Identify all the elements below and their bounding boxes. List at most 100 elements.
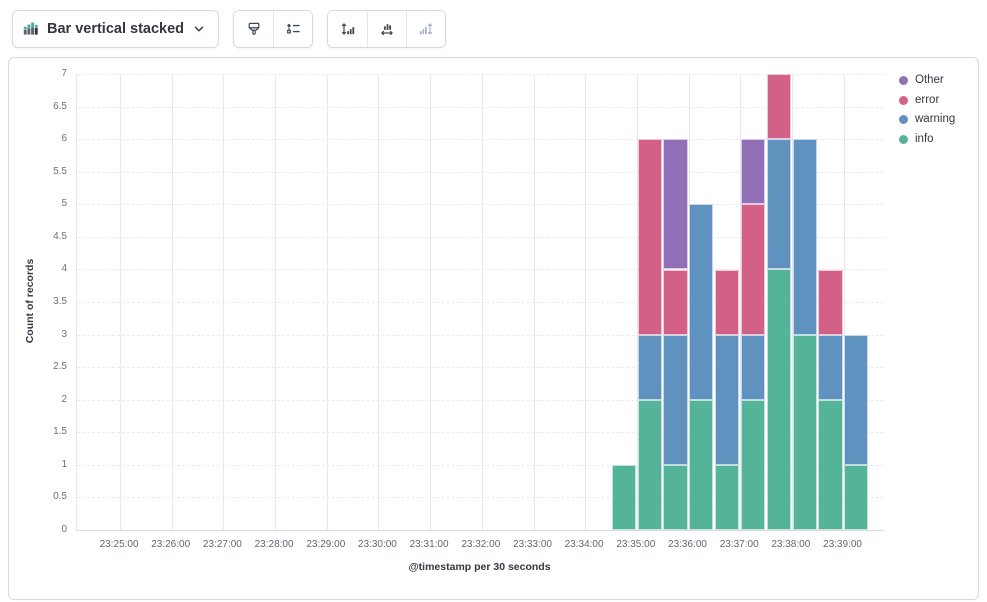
x-tick-label: 23:38:00 [771, 539, 811, 550]
bar-segment-warning[interactable] [715, 334, 740, 465]
horizontal-gridline [77, 204, 884, 206]
y-tick-label: 0 [61, 524, 67, 535]
toolbar: Bar vertical stacked [12, 10, 447, 48]
legend-icon [287, 23, 300, 34]
bar-segment-warning[interactable] [740, 334, 766, 400]
y-tick-label: 0.5 [53, 491, 67, 503]
right-axis-button[interactable] [406, 11, 446, 47]
bar-segment-warning[interactable] [818, 334, 843, 400]
legend: Other error warning info [899, 74, 955, 146]
brush-icon [248, 22, 259, 35]
visual-options-button[interactable] [234, 11, 274, 47]
legend-item-label: error [915, 93, 940, 106]
bar-segment-Other[interactable] [663, 139, 688, 270]
x-tick-label: 23:29:00 [306, 539, 346, 550]
chart-type-label: Bar vertical stacked [47, 21, 185, 37]
horizontal-gridline [77, 334, 884, 336]
horizontal-gridline [77, 432, 884, 434]
bar-segment-error[interactable] [818, 269, 843, 335]
horizontal-gridline [77, 139, 884, 141]
left-axis-button[interactable] [328, 11, 368, 47]
horizontal-gridline [77, 399, 884, 401]
bar-segment-error[interactable] [663, 269, 688, 335]
x-tick-label: 23:31:00 [409, 539, 449, 550]
y-tick-label: 6 [61, 133, 67, 145]
chart-type-selector[interactable]: Bar vertical stacked [12, 10, 220, 48]
y-tick-label: 4 [61, 263, 67, 275]
bar-segment-warning[interactable] [689, 204, 714, 400]
horizontal-gridline [77, 497, 884, 499]
bar-segment-info[interactable] [792, 334, 817, 530]
y-tick-label: 3.5 [53, 296, 67, 307]
x-tick-label: 23:32:00 [461, 539, 501, 550]
y-tick-label: 2 [61, 393, 67, 405]
chart-panel: 0 0.5 1 1.5 2 2.5 3 3.5 4 4.5 5 5.5 6 6.5 7 23:25:00 23… [8, 57, 979, 600]
y-tick-label: 1.5 [53, 426, 67, 438]
y-tick-label: 3 [61, 328, 67, 340]
y-tick-label: 5.5 [53, 165, 67, 177]
bar-segment-info[interactable] [844, 464, 869, 530]
bar-segment-error[interactable] [715, 269, 740, 335]
bar-vertical-stacked-icon [23, 22, 38, 35]
bar-segment-info[interactable] [766, 269, 791, 530]
x-tick-label: 23:34:00 [564, 539, 604, 550]
bar-segment-warning[interactable] [663, 334, 688, 465]
axis-left-icon [341, 23, 354, 35]
bar-segment-info[interactable] [740, 399, 766, 530]
legend-item-label: Other [915, 74, 944, 87]
y-tick-label: 2.5 [53, 361, 67, 373]
bar-segment-error[interactable] [766, 74, 791, 140]
bar-segment-error[interactable] [637, 139, 662, 335]
legend-item-warning[interactable]: warning [899, 113, 955, 127]
bar-segment-info[interactable] [818, 399, 843, 530]
legend-color-dot [899, 115, 908, 125]
y-tick-label: 4.5 [53, 230, 67, 242]
bar-segment-warning[interactable] [766, 139, 791, 270]
legend-settings-button[interactable] [273, 11, 313, 47]
bar-segment-warning[interactable] [792, 139, 817, 335]
axis-right-icon [419, 23, 433, 35]
horizontal-gridline [77, 269, 884, 271]
bar-segment-warning[interactable] [637, 334, 662, 400]
x-tick-label: 23:39:00 [823, 539, 862, 550]
legend-item-label: warning [915, 113, 956, 126]
x-tick-label: 23:30:00 [357, 539, 397, 550]
bar-segment-warning[interactable] [844, 334, 869, 465]
bar-segment-info[interactable] [611, 464, 636, 530]
legend-color-dot [899, 95, 908, 105]
y-axis-title: Count of records [24, 258, 36, 344]
legend-item-error[interactable]: error [899, 94, 955, 108]
legend-item-label: info [915, 132, 934, 145]
x-tick-label: 23:27:00 [202, 539, 242, 550]
bar-segment-Other[interactable] [740, 139, 766, 205]
bar-segment-info[interactable] [715, 464, 740, 530]
horizontal-gridline [77, 106, 884, 108]
x-tick-label: 23:25:00 [99, 539, 139, 550]
x-axis-title: @timestamp per 30 seconds [408, 561, 551, 573]
plot-area[interactable] [76, 74, 884, 531]
bottom-axis-button[interactable] [367, 11, 407, 47]
horizontal-gridline [77, 236, 884, 238]
legend-item-info[interactable]: info [899, 133, 955, 147]
y-tick-label: 7 [61, 68, 67, 79]
y-tick-label: 6.5 [53, 100, 67, 112]
horizontal-gridline [77, 302, 884, 303]
x-tick-label: 23:36:00 [668, 539, 707, 550]
x-tick-label: 23:33:00 [513, 539, 552, 550]
bar-segment-error[interactable] [740, 204, 766, 335]
horizontal-gridline [77, 464, 884, 466]
bar-segment-info[interactable] [689, 399, 714, 530]
legend-color-dot [899, 134, 908, 144]
bar-segment-info[interactable] [663, 464, 688, 530]
legend-item-other[interactable]: Other [899, 74, 955, 88]
horizontal-gridline [77, 74, 884, 75]
x-tick-label: 23:37:00 [719, 539, 759, 550]
x-tick-label: 23:35:00 [616, 539, 656, 550]
bar-segment-info[interactable] [637, 399, 662, 530]
x-tick-label: 23:28:00 [254, 539, 294, 550]
y-tick-label: 5 [61, 198, 67, 210]
horizontal-gridline [77, 367, 884, 369]
style-button-group [233, 10, 314, 48]
horizontal-gridline [77, 171, 884, 173]
